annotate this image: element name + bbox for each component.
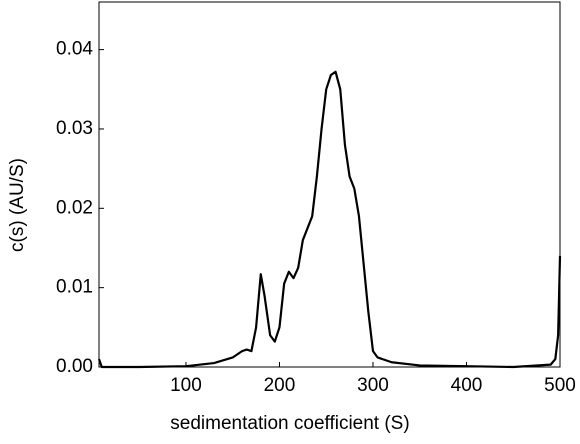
x-tick-label: 100 [170,375,202,396]
y-axis-label: c(s) (AU/S) [7,158,28,252]
y-tick-label: 0.02 [56,197,93,218]
plot-frame [98,1,561,368]
y-tick-label: 0.04 [56,39,93,60]
x-tick-label: 200 [264,375,296,396]
x-tick-label: 500 [544,375,576,396]
y-tick-label: 0.01 [56,277,93,298]
x-tick-label: 400 [451,375,483,396]
data-line [97,70,562,369]
y-tick-label: 0.03 [56,118,93,139]
x-tick-label: 300 [357,375,389,396]
x-axis-label: sedimentation coefficient (S) [170,413,409,434]
y-tick-label: 0.00 [56,356,93,377]
